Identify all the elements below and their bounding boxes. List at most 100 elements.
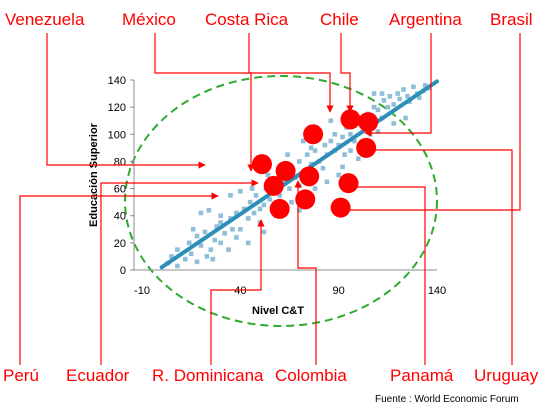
data-point — [228, 193, 233, 198]
data-point — [332, 131, 338, 137]
data-point — [342, 152, 347, 157]
data-point — [395, 91, 400, 96]
highlight-point-costa-rica — [303, 124, 324, 145]
highlight-point-colombia — [299, 166, 320, 187]
data-point — [245, 240, 251, 246]
data-point — [324, 179, 330, 185]
data-point — [352, 138, 357, 144]
highlight-point-panama — [338, 173, 359, 194]
data-point — [202, 229, 208, 235]
data-point — [251, 210, 257, 216]
highlight-point-argentina — [358, 112, 379, 133]
data-point — [417, 95, 422, 100]
highlight-point-r-dominicana — [269, 198, 290, 219]
data-point — [218, 240, 223, 246]
highlight-point-brasil — [356, 137, 377, 158]
trend-line — [159, 79, 439, 270]
leader-line-peru — [19, 192, 219, 365]
data-point — [336, 142, 341, 148]
data-point — [194, 259, 200, 265]
leader-line-uruguay — [362, 146, 513, 365]
data-point — [405, 93, 410, 99]
data-point — [190, 226, 196, 232]
data-point — [322, 142, 328, 148]
highlight-point-uruguay — [330, 197, 351, 218]
country-label-ecuador: Ecuador — [66, 366, 130, 385]
y-tick-label: 20 — [114, 238, 126, 250]
data-point — [175, 247, 180, 252]
x-tick-label: 40 — [234, 285, 246, 297]
data-point — [401, 87, 406, 92]
country-label-colombia: Colombia — [275, 366, 347, 385]
leader-line-panama — [339, 183, 426, 365]
highlight-point-peru — [263, 175, 284, 196]
data-point — [175, 263, 180, 269]
data-point — [397, 96, 402, 102]
data-point — [289, 199, 294, 205]
data-point — [182, 256, 188, 262]
country-label-uruguay: Uruguay — [474, 366, 539, 385]
data-point — [186, 240, 192, 246]
data-point — [422, 83, 428, 88]
data-point — [381, 98, 387, 103]
leader-line-venezuela — [46, 33, 206, 169]
data-point — [226, 247, 231, 252]
y-tick-label: 80 — [114, 156, 126, 168]
x-axis-title: Nivel C&T — [252, 305, 304, 317]
y-tick-label: 40 — [114, 211, 126, 223]
data-point — [169, 254, 174, 259]
leader-line-chile — [340, 33, 354, 113]
data-point — [230, 226, 235, 232]
data-point — [312, 186, 318, 191]
data-point — [371, 104, 377, 110]
data-point — [198, 243, 204, 248]
leader-line-brasil — [337, 33, 521, 214]
source-note: Fuente : World Economic Forum — [375, 394, 519, 405]
data-point — [241, 206, 247, 212]
country-label-brasil: Brasil — [490, 10, 533, 29]
data-point — [257, 220, 263, 225]
country-label-peru: Perú — [3, 366, 39, 385]
leader-line-costa-rica — [248, 33, 334, 113]
data-point — [379, 91, 385, 96]
data-point — [297, 207, 302, 213]
data-point — [320, 165, 326, 171]
data-point — [281, 179, 286, 185]
data-point — [308, 145, 314, 151]
y-axis-title: Educación Superior — [88, 122, 100, 227]
highlight-point-venezuela — [251, 154, 272, 175]
data-point — [375, 129, 381, 134]
data-point — [234, 235, 239, 240]
data-point — [218, 220, 223, 225]
data-point — [194, 233, 200, 239]
x-tick-label: 140 — [428, 285, 446, 297]
data-point — [340, 164, 345, 170]
data-point — [300, 138, 306, 144]
highlight-point-ecuador — [295, 189, 316, 210]
country-label-panama: Panamá — [390, 366, 454, 385]
data-point — [245, 216, 251, 221]
data-point — [188, 251, 194, 257]
highlight-point-chile — [340, 109, 361, 130]
data-point — [238, 226, 243, 232]
data-point — [277, 193, 282, 198]
country-label-argentina: Argentina — [389, 10, 462, 29]
data-point — [285, 152, 290, 157]
country-label-r-dominicana: R. Dominicana — [152, 366, 264, 385]
data-point — [267, 197, 273, 202]
data-point — [371, 91, 377, 96]
y-tick-label: 0 — [120, 265, 126, 277]
highlight-point-mexico — [275, 160, 296, 181]
data-point — [287, 186, 292, 191]
data-point — [297, 159, 302, 164]
data-point — [348, 131, 353, 137]
data-point — [391, 121, 397, 126]
y-tick-label: 60 — [114, 184, 126, 196]
country-label-mexico: México — [122, 10, 176, 29]
leader-line-argentina — [364, 33, 432, 137]
leader-line-colombia — [294, 180, 317, 365]
data-point — [218, 213, 223, 219]
y-tick-label: 140 — [108, 75, 126, 87]
data-point — [391, 102, 397, 107]
data-point — [387, 93, 393, 99]
